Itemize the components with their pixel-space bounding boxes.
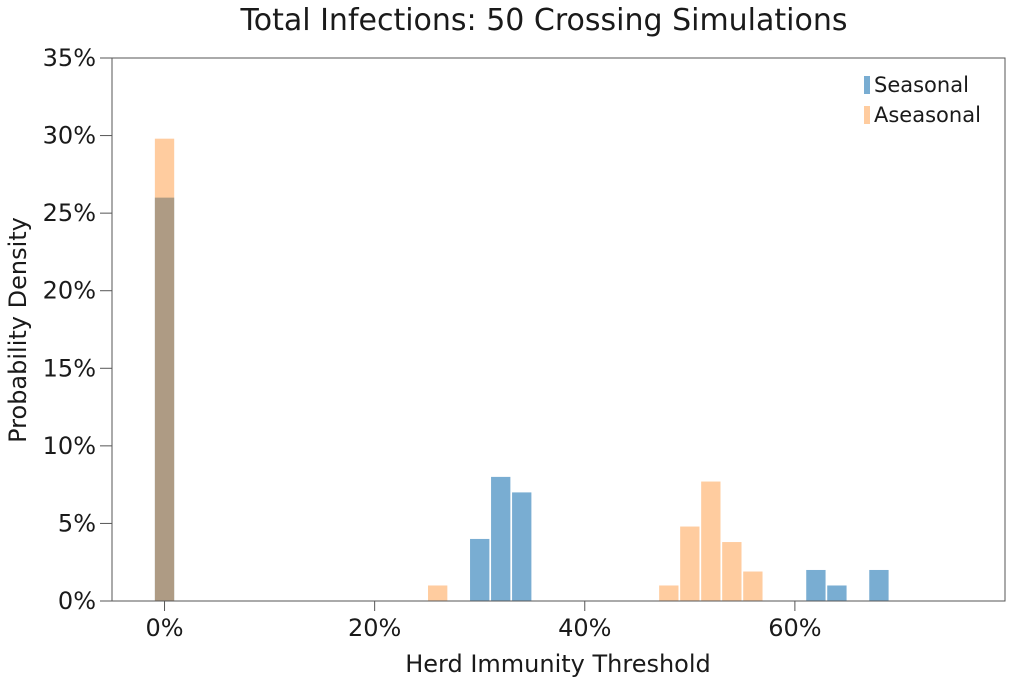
- y-tick-label: 0%: [58, 587, 96, 615]
- y-tick-label: 20%: [43, 277, 96, 305]
- y-tick-label: 25%: [43, 199, 96, 227]
- y-tick-label: 5%: [58, 509, 96, 537]
- legend-swatch-aseasonal: [864, 106, 870, 124]
- bar-seasonal-1: [470, 538, 490, 601]
- legend-label-seasonal: Seasonal: [874, 73, 969, 97]
- y-tick-label: 35%: [43, 44, 96, 72]
- x-tick-label: 60%: [768, 614, 821, 642]
- plot-frame: [111, 57, 1006, 602]
- x-axis: 0% 20% 40% 60%: [145, 601, 822, 642]
- x-axis-label: Herd Immunity Threshold: [405, 650, 711, 678]
- bar-seasonal-3: [512, 492, 532, 601]
- x-tick-label: 0%: [145, 614, 183, 642]
- bar-aseasonal-4: [701, 481, 721, 601]
- x-tick-label: 20%: [348, 614, 401, 642]
- x-tick-label: 40%: [558, 614, 611, 642]
- bars-layer: [154, 138, 889, 601]
- bar-aseasonal-5: [722, 542, 742, 601]
- bar-aseasonal-3: [680, 526, 700, 601]
- legend-swatch-seasonal: [864, 76, 870, 94]
- y-axis: 0% 5% 10% 15% 20% 25% 30% 35%: [43, 44, 112, 615]
- legend-label-aseasonal: Aseasonal: [874, 103, 981, 127]
- bar-aseasonal-0: [154, 138, 175, 601]
- bar-seasonal-5: [827, 585, 847, 601]
- bar-aseasonal-2: [659, 585, 679, 601]
- y-tick-label: 30%: [43, 122, 96, 150]
- bar-seasonal-6: [869, 569, 889, 601]
- y-tick-label: 10%: [43, 432, 96, 460]
- y-tick-label: 15%: [43, 354, 96, 382]
- chart-title: Total Infections: 50 Crossing Simulation…: [239, 3, 847, 38]
- bar-seasonal-4: [806, 569, 826, 601]
- legend: Seasonal Aseasonal: [864, 73, 981, 127]
- bar-seasonal-2: [491, 476, 511, 601]
- y-axis-label: Probability Density: [4, 217, 32, 443]
- bar-aseasonal-1: [428, 585, 448, 601]
- bar-aseasonal-6: [743, 571, 763, 601]
- bar-seasonal-0: [154, 197, 175, 601]
